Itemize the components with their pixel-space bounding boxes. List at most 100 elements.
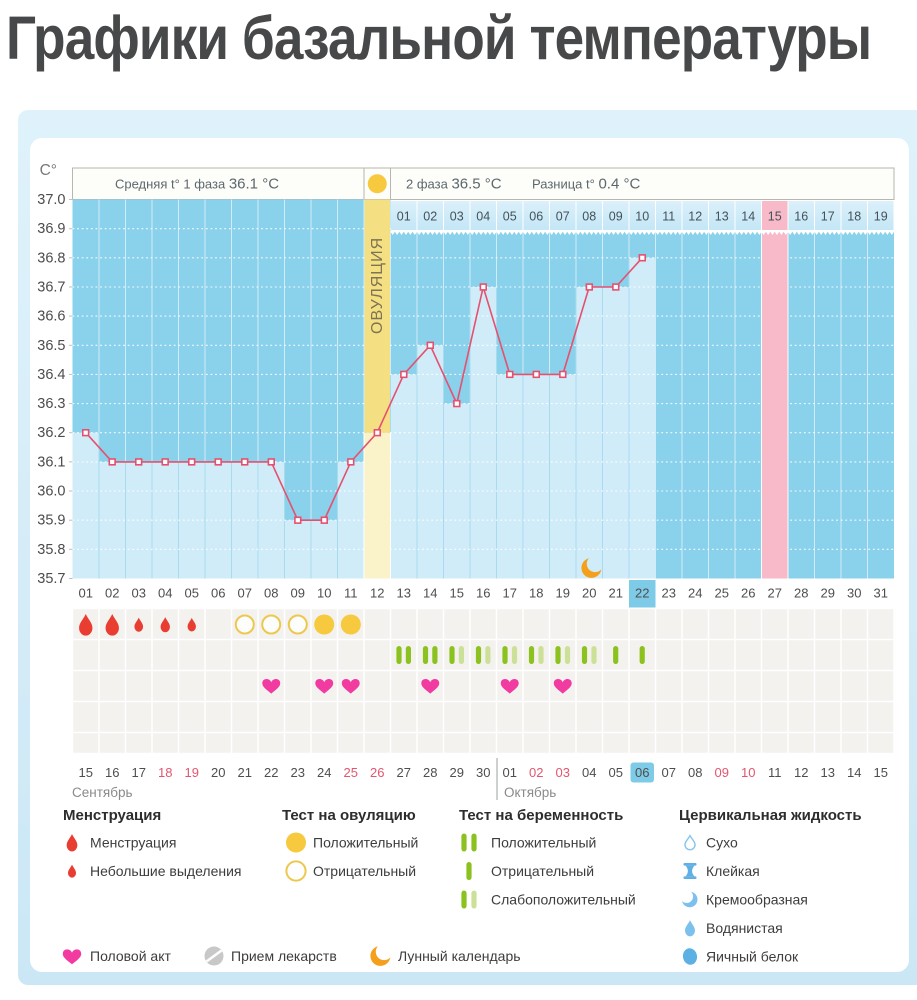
- svg-text:24: 24: [317, 765, 331, 780]
- svg-text:19: 19: [185, 765, 199, 780]
- svg-text:Клейкая: Клейкая: [706, 863, 760, 879]
- svg-text:02: 02: [105, 586, 119, 601]
- svg-text:02: 02: [529, 765, 543, 780]
- svg-text:Отрицательный: Отрицательный: [491, 863, 594, 879]
- svg-text:03: 03: [132, 586, 146, 601]
- svg-text:16: 16: [476, 586, 490, 601]
- svg-text:09: 09: [609, 210, 623, 224]
- svg-text:36.2: 36.2: [37, 425, 65, 441]
- svg-text:35.9: 35.9: [37, 513, 65, 529]
- svg-text:07: 07: [662, 765, 676, 780]
- svg-text:C°: C°: [40, 162, 57, 179]
- svg-text:Цервикальная жидкость: Цервикальная жидкость: [679, 807, 862, 824]
- svg-text:16: 16: [105, 765, 119, 780]
- svg-text:Кремообразная: Кремообразная: [706, 891, 808, 907]
- svg-text:03: 03: [556, 765, 570, 780]
- svg-text:Небольшие выделения: Небольшие выделения: [90, 863, 242, 879]
- svg-text:11: 11: [662, 210, 675, 224]
- svg-text:19: 19: [874, 210, 888, 224]
- svg-text:26: 26: [370, 765, 384, 780]
- svg-text:14: 14: [423, 586, 437, 601]
- svg-text:14: 14: [847, 765, 861, 780]
- svg-text:30: 30: [847, 586, 861, 601]
- svg-text:09: 09: [715, 765, 729, 780]
- svg-text:08: 08: [264, 586, 278, 601]
- svg-text:Водянистая: Водянистая: [706, 920, 783, 936]
- svg-text:31: 31: [874, 586, 888, 601]
- svg-text:Разница t° 0.4 °C: Разница t° 0.4 °C: [532, 176, 640, 193]
- svg-text:13: 13: [397, 586, 411, 601]
- svg-text:19: 19: [556, 586, 570, 601]
- svg-text:28: 28: [423, 765, 437, 780]
- svg-text:16: 16: [794, 210, 808, 224]
- svg-text:10: 10: [317, 586, 331, 601]
- svg-text:37.0: 37.0: [37, 192, 65, 208]
- svg-text:35.8: 35.8: [37, 542, 65, 558]
- svg-text:26: 26: [741, 586, 755, 601]
- svg-text:02: 02: [423, 210, 437, 224]
- svg-text:22: 22: [264, 765, 278, 780]
- svg-text:18: 18: [847, 210, 861, 224]
- svg-text:36.8: 36.8: [37, 250, 65, 266]
- svg-text:Положительный: Положительный: [491, 834, 596, 850]
- svg-text:01: 01: [79, 586, 93, 601]
- svg-text:08: 08: [582, 210, 596, 224]
- svg-text:04: 04: [158, 586, 172, 601]
- svg-text:23: 23: [291, 765, 305, 780]
- svg-text:36.4: 36.4: [37, 367, 65, 383]
- svg-text:12: 12: [688, 210, 702, 224]
- svg-text:Прием лекарств: Прием лекарств: [231, 948, 337, 964]
- svg-text:04: 04: [582, 765, 596, 780]
- svg-text:21: 21: [238, 765, 252, 780]
- svg-text:18: 18: [529, 586, 543, 601]
- svg-text:36.6: 36.6: [37, 309, 65, 325]
- svg-text:12: 12: [794, 765, 808, 780]
- svg-text:25: 25: [344, 765, 358, 780]
- svg-text:10: 10: [741, 765, 755, 780]
- svg-text:24: 24: [688, 586, 702, 601]
- svg-text:05: 05: [185, 586, 199, 601]
- svg-text:08: 08: [688, 765, 702, 780]
- svg-text:15: 15: [450, 586, 464, 601]
- svg-text:09: 09: [291, 586, 305, 601]
- svg-text:27: 27: [397, 765, 411, 780]
- svg-text:06: 06: [635, 765, 649, 780]
- svg-text:Положительный: Положительный: [313, 834, 418, 850]
- svg-text:17: 17: [821, 210, 835, 224]
- svg-text:15: 15: [768, 210, 782, 224]
- svg-text:Отрицательный: Отрицательный: [313, 863, 416, 879]
- svg-text:Сентябрь: Сентябрь: [72, 785, 132, 800]
- svg-text:Сухо: Сухо: [706, 834, 738, 850]
- svg-text:14: 14: [741, 210, 755, 224]
- svg-text:17: 17: [132, 765, 146, 780]
- svg-text:30: 30: [476, 765, 490, 780]
- svg-text:07: 07: [556, 210, 570, 224]
- svg-text:20: 20: [582, 586, 596, 601]
- svg-text:06: 06: [211, 586, 225, 601]
- svg-text:07: 07: [238, 586, 252, 601]
- svg-text:29: 29: [450, 765, 464, 780]
- svg-text:05: 05: [609, 765, 623, 780]
- svg-text:36.7: 36.7: [37, 280, 65, 296]
- svg-text:Менструация: Менструация: [90, 834, 176, 850]
- svg-text:Лунный календарь: Лунный календарь: [398, 948, 521, 964]
- svg-text:23: 23: [662, 586, 676, 601]
- svg-text:05: 05: [503, 210, 517, 224]
- svg-text:03: 03: [450, 210, 464, 224]
- svg-text:11: 11: [344, 586, 358, 601]
- svg-text:Тест на беременность: Тест на беременность: [459, 807, 623, 824]
- svg-text:22: 22: [635, 586, 649, 601]
- svg-text:15: 15: [79, 765, 93, 780]
- svg-text:36.9: 36.9: [37, 221, 65, 237]
- svg-text:11: 11: [768, 765, 782, 780]
- svg-text:21: 21: [609, 586, 623, 601]
- svg-text:01: 01: [397, 210, 411, 224]
- svg-text:Средняя t° 1 фаза 36.1 °C: Средняя t° 1 фаза 36.1 °C: [115, 176, 279, 193]
- svg-text:35.7: 35.7: [37, 571, 65, 587]
- svg-text:13: 13: [821, 765, 835, 780]
- svg-text:15: 15: [874, 765, 888, 780]
- svg-text:28: 28: [794, 586, 808, 601]
- svg-text:36.5: 36.5: [37, 338, 65, 354]
- svg-text:Яичный белок: Яичный белок: [706, 948, 799, 964]
- svg-text:Половой акт: Половой акт: [90, 948, 171, 964]
